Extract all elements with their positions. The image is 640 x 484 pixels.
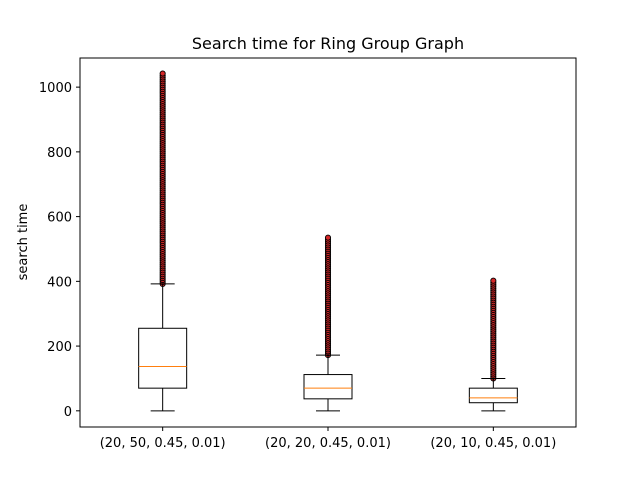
y-tick-label: 600 [47,211,72,226]
y-tick-label: 0 [64,405,72,420]
outlier-point [159,70,166,77]
y-tick-label: 800 [47,146,72,161]
box-iqr [303,374,353,400]
x-tick-label: (20, 10, 0.45, 0.01) [430,436,556,451]
y-tick-label: 1000 [39,81,72,96]
box-iqr [468,387,518,404]
outlier-point [324,234,332,241]
x-tick-label: (20, 20, 0.45, 0.01) [265,436,391,451]
y-axis-label: search time [16,204,31,281]
box-iqr [138,327,188,389]
x-tick-label: (20, 50, 0.45, 0.01) [100,436,226,451]
outlier-point [490,277,497,284]
plot-area: 0 200 400 600 800 1000 (20, 50, 0.45, 0.01) (20… [39,57,577,451]
y-tick-label: 400 [47,275,72,290]
chart-title: Search time for Ring Group Graph [192,34,464,53]
y-tick-label: 200 [47,340,72,355]
